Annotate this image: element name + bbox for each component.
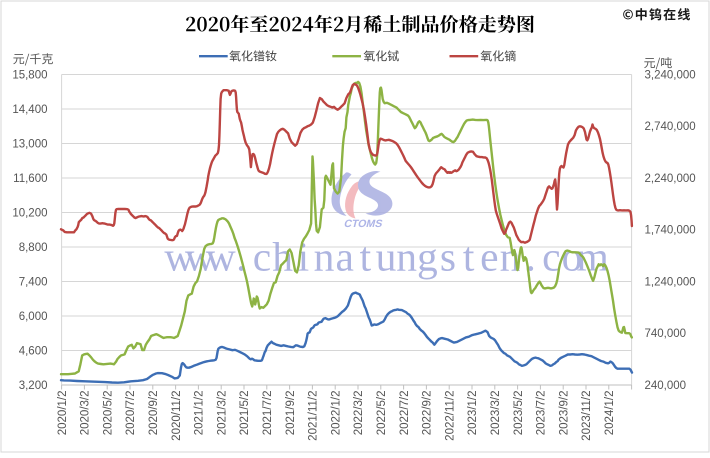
svg-text:240,000: 240,000 <box>645 380 687 392</box>
svg-text:2021/5/2: 2021/5/2 <box>239 391 251 436</box>
svg-text:2023/9/2: 2023/9/2 <box>558 391 570 436</box>
svg-text:2021/3/2: 2021/3/2 <box>216 391 228 436</box>
svg-text:3,200: 3,200 <box>19 380 48 392</box>
svg-text:2023/11/2: 2023/11/2 <box>581 391 593 441</box>
svg-text:2022/1/2: 2022/1/2 <box>330 391 342 436</box>
svg-text:2022/3/2: 2022/3/2 <box>353 391 365 436</box>
svg-text:2023/5/2: 2023/5/2 <box>513 391 525 436</box>
svg-text:3,240,000: 3,240,000 <box>645 69 696 81</box>
svg-text:2023/1/2: 2023/1/2 <box>467 391 479 436</box>
svg-text:2023/3/2: 2023/3/2 <box>490 391 502 436</box>
svg-text:8,800: 8,800 <box>19 242 48 254</box>
svg-text:2,740,000: 2,740,000 <box>645 121 696 133</box>
svg-text:4,600: 4,600 <box>19 345 48 357</box>
svg-text:2021/7/2: 2021/7/2 <box>262 391 274 436</box>
svg-text:2021/9/2: 2021/9/2 <box>285 391 297 436</box>
svg-text:13,000: 13,000 <box>12 138 47 150</box>
svg-text:7,400: 7,400 <box>19 276 48 288</box>
svg-text:2024/1/2: 2024/1/2 <box>604 391 616 436</box>
svg-text:2021/11/2: 2021/11/2 <box>308 391 320 441</box>
svg-text:2020/3/2: 2020/3/2 <box>80 391 92 436</box>
svg-text:2022/5/2: 2022/5/2 <box>376 391 388 436</box>
svg-text:2020/1/2: 2020/1/2 <box>57 391 69 436</box>
svg-text:1,740,000: 1,740,000 <box>645 225 696 237</box>
svg-text:740,000: 740,000 <box>645 328 687 340</box>
svg-text:2020/9/2: 2020/9/2 <box>148 391 160 436</box>
svg-text:2023/7/2: 2023/7/2 <box>536 391 548 436</box>
svg-text:2022/9/2: 2022/9/2 <box>422 391 434 436</box>
svg-text:1,240,000: 1,240,000 <box>645 276 696 288</box>
svg-text:CTOMS: CTOMS <box>343 218 384 230</box>
svg-text:2020/11/2: 2020/11/2 <box>171 391 183 441</box>
svg-text:14,400: 14,400 <box>12 104 47 116</box>
svg-text:10,200: 10,200 <box>12 207 47 219</box>
svg-text:www.chinatungsten.com: www.chinatungsten.com <box>164 234 608 280</box>
svg-text:2022/11/2: 2022/11/2 <box>444 391 456 441</box>
svg-text:11,600: 11,600 <box>13 173 47 185</box>
svg-text:2020/7/2: 2020/7/2 <box>125 391 137 436</box>
svg-text:2022/7/2: 2022/7/2 <box>399 391 411 436</box>
svg-text:2021/1/2: 2021/1/2 <box>194 391 206 436</box>
svg-text:15,800: 15,800 <box>12 69 47 81</box>
svg-text:2,240,000: 2,240,000 <box>645 173 696 185</box>
svg-text:2020/5/2: 2020/5/2 <box>102 391 114 436</box>
svg-text:6,000: 6,000 <box>19 311 48 323</box>
